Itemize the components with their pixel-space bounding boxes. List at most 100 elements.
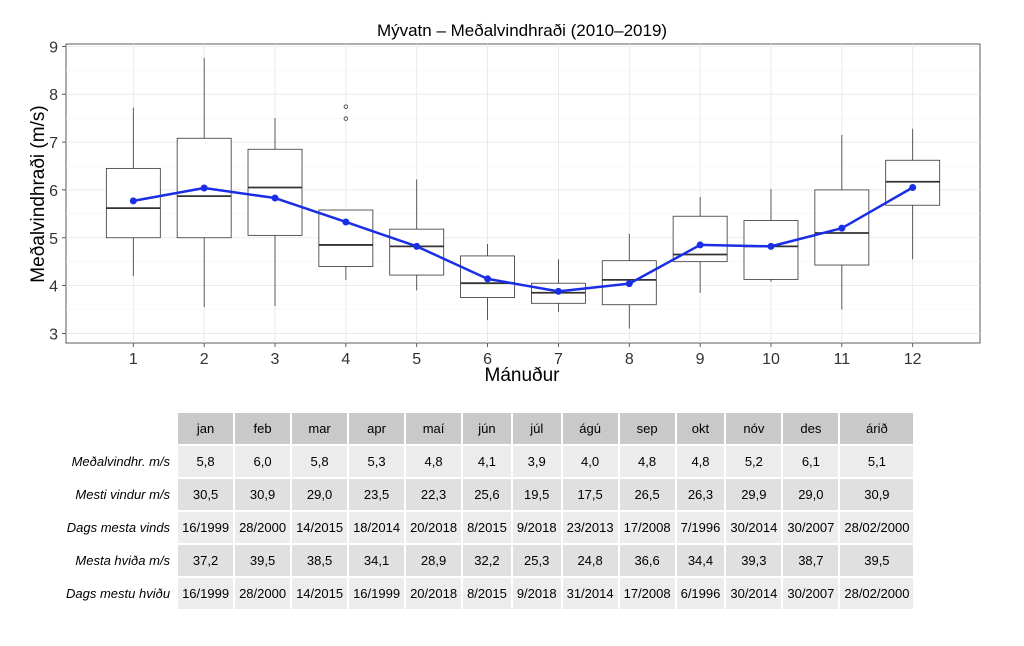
table-cell: 4,0 — [562, 446, 618, 477]
mean-point — [696, 241, 704, 249]
table-cell: 20/2018 — [406, 512, 462, 543]
table-cell: 5,1 — [840, 446, 914, 477]
table-cell: 16/1999 — [178, 578, 234, 609]
mean-point — [625, 280, 633, 288]
table-cell: 17/2008 — [619, 512, 675, 543]
box — [389, 228, 445, 276]
x-tick-label: 5 — [412, 351, 421, 368]
y-tick-label: 7 — [49, 135, 58, 152]
x-axis-label: Mánuður — [485, 365, 561, 386]
x-tick-label: 10 — [762, 351, 780, 368]
row-label: Dags mesta vinds — [66, 520, 171, 535]
mean-point — [413, 242, 421, 250]
table-cell: 4,8 — [406, 446, 462, 477]
table-cell: 30,9 — [235, 479, 291, 510]
table-cell: 9/2018 — [512, 578, 561, 609]
table-body: Meðalvindhr. m/s 5,8 6,0 5,8 5,3 4,8 4,1 3,9 4,0… — [62, 446, 914, 609]
table-cell: 34,1 — [349, 545, 405, 576]
table-cell: 4,1 — [463, 446, 511, 477]
table-cell: 5,2 — [726, 446, 782, 477]
column-header: árið — [840, 413, 914, 444]
x-tick-label: 8 — [625, 351, 634, 368]
table-cell: 38,7 — [783, 545, 839, 576]
table-row: Dags mestu hviðu 16/1999 28/2000 14/2015 16/… — [62, 578, 914, 609]
mean-point — [909, 184, 917, 192]
table-cell: 19,5 — [512, 479, 561, 510]
table-cell: 20/2018 — [406, 578, 462, 609]
mean-point — [838, 224, 846, 232]
table-cell: 30,9 — [840, 479, 914, 510]
x-tick-label: 3 — [271, 351, 280, 368]
table-cell: 4,8 — [619, 446, 675, 477]
x-tick-label: 6 — [483, 351, 492, 368]
table-cell: 6,0 — [235, 446, 291, 477]
x-tick-label: 4 — [341, 351, 350, 368]
table-cell: 25,6 — [463, 479, 511, 510]
table-cell: 30,5 — [178, 479, 234, 510]
mean-point — [484, 275, 492, 283]
table-cell: 7/1996 — [676, 512, 725, 543]
table-cell: 26,3 — [676, 479, 725, 510]
table-cell: 29,0 — [292, 479, 348, 510]
table-cell: 25,3 — [512, 545, 561, 576]
table-cell: 3,9 — [512, 446, 561, 477]
statistics-table: jan feb mar apr maí jún júl ágú sep okt nóv des árið… — [60, 411, 915, 611]
x-tick-label: 12 — [904, 351, 922, 368]
mean-point — [767, 242, 775, 250]
y-tick-label: 6 — [49, 183, 58, 200]
table-cell: 24,8 — [562, 545, 618, 576]
x-tick-label: 7 — [554, 351, 563, 368]
table-cell: 18/2014 — [349, 512, 405, 543]
table-cell: 23,5 — [349, 479, 405, 510]
y-axis-label: Meðalvindhraði (m/s) — [28, 105, 49, 282]
column-header: feb — [235, 413, 291, 444]
table-cell: 30/2014 — [726, 512, 782, 543]
column-header: mar — [292, 413, 348, 444]
table-cell: 9/2018 — [512, 512, 561, 543]
table-row: Meðalvindhr. m/s 5,8 6,0 5,8 5,3 4,8 4,1 3,9 4,0… — [62, 446, 914, 477]
table-cell: 22,3 — [406, 479, 462, 510]
column-header: sep — [619, 413, 675, 444]
x-tick-label: 2 — [200, 351, 209, 368]
column-header: ágú — [562, 413, 618, 444]
table-cell: 28/02/2000 — [840, 578, 914, 609]
table-header-row: jan feb mar apr maí jún júl ágú sep okt nóv des árið — [62, 413, 914, 444]
table-cell: 5,8 — [292, 446, 348, 477]
column-header: des — [783, 413, 839, 444]
table-cell: 30/2007 — [783, 512, 839, 543]
box — [247, 148, 303, 236]
table-cell: 30/2007 — [783, 578, 839, 609]
table-cell: 6/1996 — [676, 578, 725, 609]
table-cell: 34,4 — [676, 545, 725, 576]
outlier-point — [343, 116, 349, 121]
chart-title: Mývatn – Meðalvindhraði (2010–2019) — [377, 21, 667, 40]
mean-point — [200, 184, 208, 192]
mean-point — [554, 287, 562, 295]
table-corner — [62, 413, 176, 444]
table-cell: 5,8 — [178, 446, 234, 477]
table-cell: 16/1999 — [349, 578, 405, 609]
boxplot-chart: Mývatn – Meðalvindhraði (2010–2019) Meða… — [28, 21, 981, 386]
table-cell: 8/2015 — [463, 512, 511, 543]
table-cell: 17,5 — [562, 479, 618, 510]
table-cell: 23/2013 — [562, 512, 618, 543]
table-cell: 36,6 — [619, 545, 675, 576]
table-cell: 32,2 — [463, 545, 511, 576]
table-cell: 8/2015 — [463, 578, 511, 609]
table-cell: 4,8 — [676, 446, 725, 477]
table-cell: 17/2008 — [619, 578, 675, 609]
column-header: jún — [463, 413, 511, 444]
row-label: Meðalvindhr. m/s — [71, 454, 171, 469]
mean-point — [271, 194, 279, 202]
column-header: jan — [178, 413, 234, 444]
mean-point — [129, 197, 137, 205]
table-cell: 6,1 — [783, 446, 839, 477]
table-cell: 5,3 — [349, 446, 405, 477]
table-cell: 29,0 — [783, 479, 839, 510]
table-cell: 29,9 — [726, 479, 782, 510]
table-cell: 28/02/2000 — [840, 512, 914, 543]
table-cell: 28/2000 — [235, 578, 291, 609]
row-label: Mesti vindur m/s — [75, 487, 171, 502]
y-tick-label: 8 — [49, 87, 58, 104]
